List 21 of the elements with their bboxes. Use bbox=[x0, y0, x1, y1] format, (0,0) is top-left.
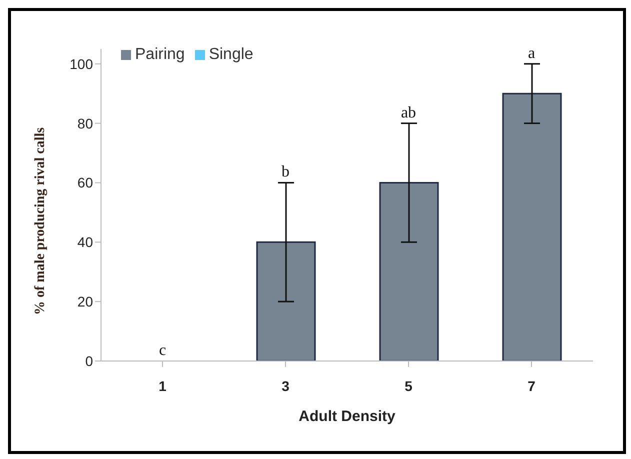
annotation: b bbox=[282, 164, 290, 181]
y-tick-label: 80 bbox=[77, 115, 94, 132]
annotation: a bbox=[528, 44, 536, 62]
bar bbox=[379, 182, 439, 361]
x-tick-label: 5 bbox=[404, 378, 413, 394]
bar bbox=[502, 92, 562, 361]
y-tick-label: 100 bbox=[70, 56, 94, 72]
legend-label: Single bbox=[208, 46, 254, 63]
y-axis-title: % of male producing rival calls bbox=[32, 126, 48, 315]
x-tick-label: 7 bbox=[528, 378, 536, 394]
annotation: ab bbox=[400, 104, 416, 122]
annotation: c bbox=[158, 342, 166, 359]
y-tick-label: 20 bbox=[77, 294, 94, 310]
x-axis-title: Adult Density bbox=[298, 408, 396, 425]
y-tick-label: 40 bbox=[77, 234, 94, 250]
bar bbox=[256, 241, 316, 361]
legend-label: Pairing bbox=[135, 46, 185, 63]
y-tick-label: 60 bbox=[77, 174, 94, 191]
x-tick-label: 3 bbox=[282, 378, 290, 394]
x-tick-label: 1 bbox=[158, 378, 167, 394]
y-tick-label: 0 bbox=[85, 352, 94, 369]
